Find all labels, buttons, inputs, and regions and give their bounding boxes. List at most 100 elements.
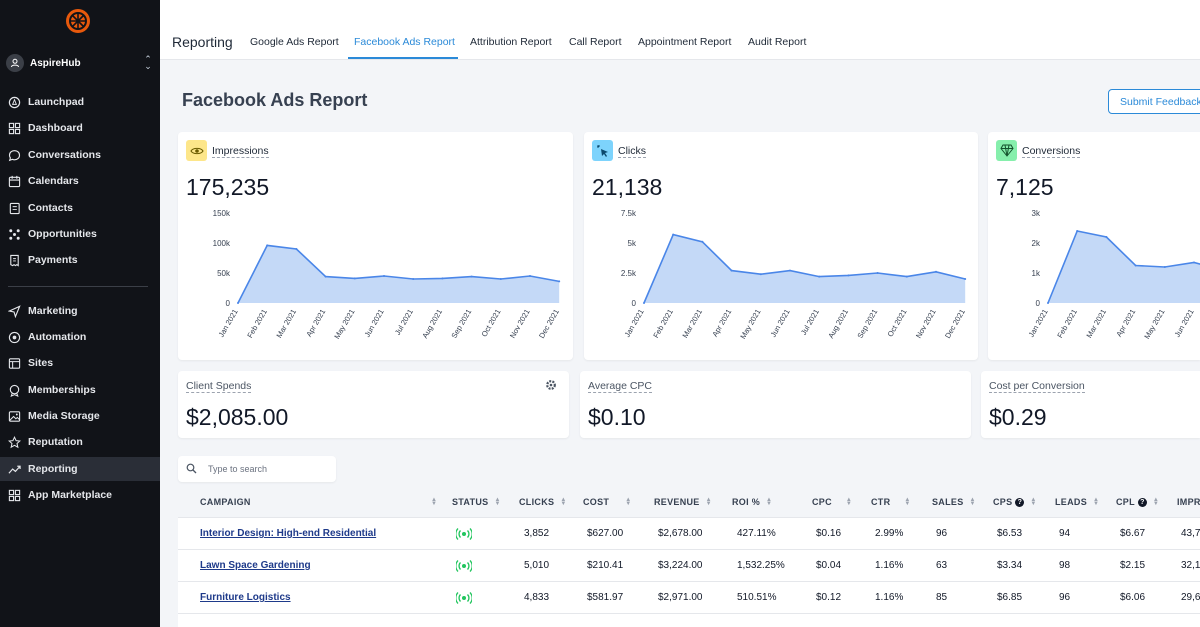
campaign-link[interactable]: Lawn Space Gardening [200, 560, 311, 571]
sidebar-item-dashboard[interactable]: Dashboard [0, 116, 160, 140]
sidebar-item-launchpad[interactable]: Launchpad [0, 90, 160, 114]
submit-feedback-button[interactable]: Submit Feedback [1108, 89, 1200, 114]
payments-icon [10, 254, 19, 267]
sidebar-item-memberships[interactable]: Memberships [0, 378, 160, 402]
y-tick-label: 1k [1032, 269, 1041, 278]
account-name: AspireHub [30, 57, 81, 69]
broadcast-active-icon [456, 592, 472, 604]
column-label: CPS [993, 497, 1013, 507]
cost-cell: $581.97 [587, 592, 624, 603]
roi-cell: 427.11% [737, 528, 776, 539]
column-header-cps[interactable]: CPS? ▲ ▼ [993, 497, 1037, 507]
sidebar-item-app-marketplace[interactable]: App Marketplace [0, 483, 160, 507]
x-tick-label: May 2021 [1142, 308, 1166, 341]
data-point [905, 275, 908, 278]
data-point [1134, 264, 1137, 267]
sidebar-item-label: Conversations [28, 149, 101, 161]
sidebar-item-sites[interactable]: Sites [0, 351, 160, 375]
y-tick-label: 0 [632, 299, 637, 308]
section-title: Reporting [172, 34, 233, 50]
card-label: Conversions [1022, 145, 1081, 158]
column-header-cpl[interactable]: CPL? ▲ ▼ [1116, 497, 1159, 507]
x-tick-label: Feb 2021 [1055, 308, 1079, 340]
dashboard-icon [8, 122, 21, 134]
eye-icon [186, 140, 207, 161]
sidebar-item-conversations[interactable]: Conversations [0, 143, 160, 167]
revenue-cell: $2,678.00 [658, 528, 703, 539]
column-header-status[interactable]: STATUS ▲ ▼ [452, 497, 501, 507]
card-value: 21,138 [592, 174, 663, 200]
tab-audit-report[interactable]: Audit Report [748, 36, 807, 48]
data-point [935, 270, 937, 273]
sidebar-item-marketing[interactable]: Marketing [0, 299, 160, 323]
impressions-card: Impressions 175,235 0 50k 100k 150k Jan 2021… [178, 132, 573, 360]
column-header-roi[interactable]: ROI % ▲ ▼ [732, 497, 772, 507]
sort-icon[interactable]: ▲ ▼ [431, 497, 437, 507]
series-line [237, 244, 560, 304]
data-point [529, 275, 531, 277]
column-header-ctr[interactable]: CTR ▲ ▼ [871, 497, 911, 507]
chevron-updown-icon: ⌃ ⌄ [144, 54, 152, 71]
cpc-cell: $0.04 [816, 560, 842, 571]
column-header-impressions[interactable]: IMPRESSIONS [1177, 497, 1200, 507]
metric-value: $0.29 [989, 404, 1047, 430]
column-header-revenue[interactable]: REVENUE ▲ ▼ [654, 497, 712, 507]
column-header-cost[interactable]: COST ▲ ▼ [583, 497, 631, 507]
x-tick-label: Apr 2021 [1114, 308, 1137, 339]
user-icon [11, 58, 19, 68]
column-label: CPL [1116, 497, 1135, 507]
tab-facebook-ads-report[interactable]: Facebook Ads Report [354, 36, 455, 48]
revenue-cell: $3,224.00 [658, 560, 703, 571]
campaign-link[interactable]: Interior Design: High-end Residential [200, 528, 377, 539]
sidebar-item-calendars[interactable]: Calendars [0, 169, 160, 193]
sidebar-item-automation[interactable]: Automation [0, 325, 160, 349]
cost-per-conversion-card: Cost per Conversion $0.29 [981, 371, 1200, 438]
sort-icon: ▲ ▼ [969, 497, 976, 507]
account-switcher[interactable]: AspireHub ⌃ ⌄ [6, 52, 154, 74]
x-tick-label: Mar 2021 [680, 308, 704, 340]
tab-attribution-report[interactable]: Attribution Report [470, 36, 552, 48]
sidebar-item-payments[interactable]: Payments [0, 248, 160, 272]
sidebar-item-contacts[interactable]: Contacts [0, 196, 160, 220]
sort-icon: ▲ ▼ [625, 497, 632, 507]
gear-icon[interactable] [545, 379, 557, 391]
y-tick-label: 2k [1032, 239, 1041, 248]
y-tick-label: 50k [217, 269, 231, 278]
sort-icon: ▲ ▼ [1030, 497, 1037, 507]
data-point [1047, 302, 1049, 304]
data-point [1193, 261, 1195, 264]
tab-appointment-report[interactable]: Appointment Report [638, 36, 732, 48]
help-icon[interactable]: ? [1137, 497, 1147, 507]
column-header-clicks[interactable]: CLICKS ▲ ▼ [519, 497, 567, 507]
clicks-card: Clicks 21,138 0 2.5k 5k 7.5k Jan 2021 Feb 202… [584, 132, 978, 360]
sidebar-item-label: App Marketplace [28, 489, 113, 501]
x-tick-label: Jan 2021 [1027, 308, 1050, 339]
sites-icon [8, 357, 21, 369]
tab-google-ads-report[interactable]: Google Ads Report [250, 36, 339, 48]
sidebar-item-opportunities[interactable]: Opportunities [0, 222, 160, 246]
y-tick-label: 5k [628, 239, 637, 248]
x-tick-label: Dec 2021 [537, 308, 561, 340]
ctr-cell: 1.16% [875, 560, 904, 571]
impressions-chart: 0 50k 100k 150k Jan 2021 Feb 2021 Mar 2021 Apr … [213, 209, 561, 341]
leads-cell: 98 [1059, 560, 1071, 571]
data-point [353, 277, 356, 280]
table-row [178, 613, 1200, 627]
area-fill [238, 245, 560, 303]
campaign-link[interactable]: Furniture Logistics [200, 592, 291, 603]
sidebar-item-reputation[interactable]: Reputation [0, 430, 160, 454]
sidebar-item-reporting[interactable]: Reporting [0, 457, 160, 481]
column-header-cpc[interactable]: CPC ▲ ▼ [812, 497, 852, 507]
data-point [876, 272, 879, 274]
column-header-campaign[interactable]: CAMPAIGN [200, 497, 251, 507]
data-point [847, 274, 850, 277]
column-label: COST [583, 497, 610, 507]
tab-call-report[interactable]: Call Report [569, 36, 622, 48]
column-header-sales[interactable]: SALES ▲ ▼ [932, 497, 976, 507]
column-header-leads[interactable]: LEADS ▲ ▼ [1055, 497, 1099, 507]
help-icon[interactable]: ? [1015, 497, 1025, 507]
series-line [1047, 230, 1200, 304]
impressions-cell: 43,7 [1181, 528, 1200, 539]
sidebar-item-media-storage[interactable]: Media Storage [0, 404, 160, 428]
search-input[interactable] [208, 461, 328, 477]
